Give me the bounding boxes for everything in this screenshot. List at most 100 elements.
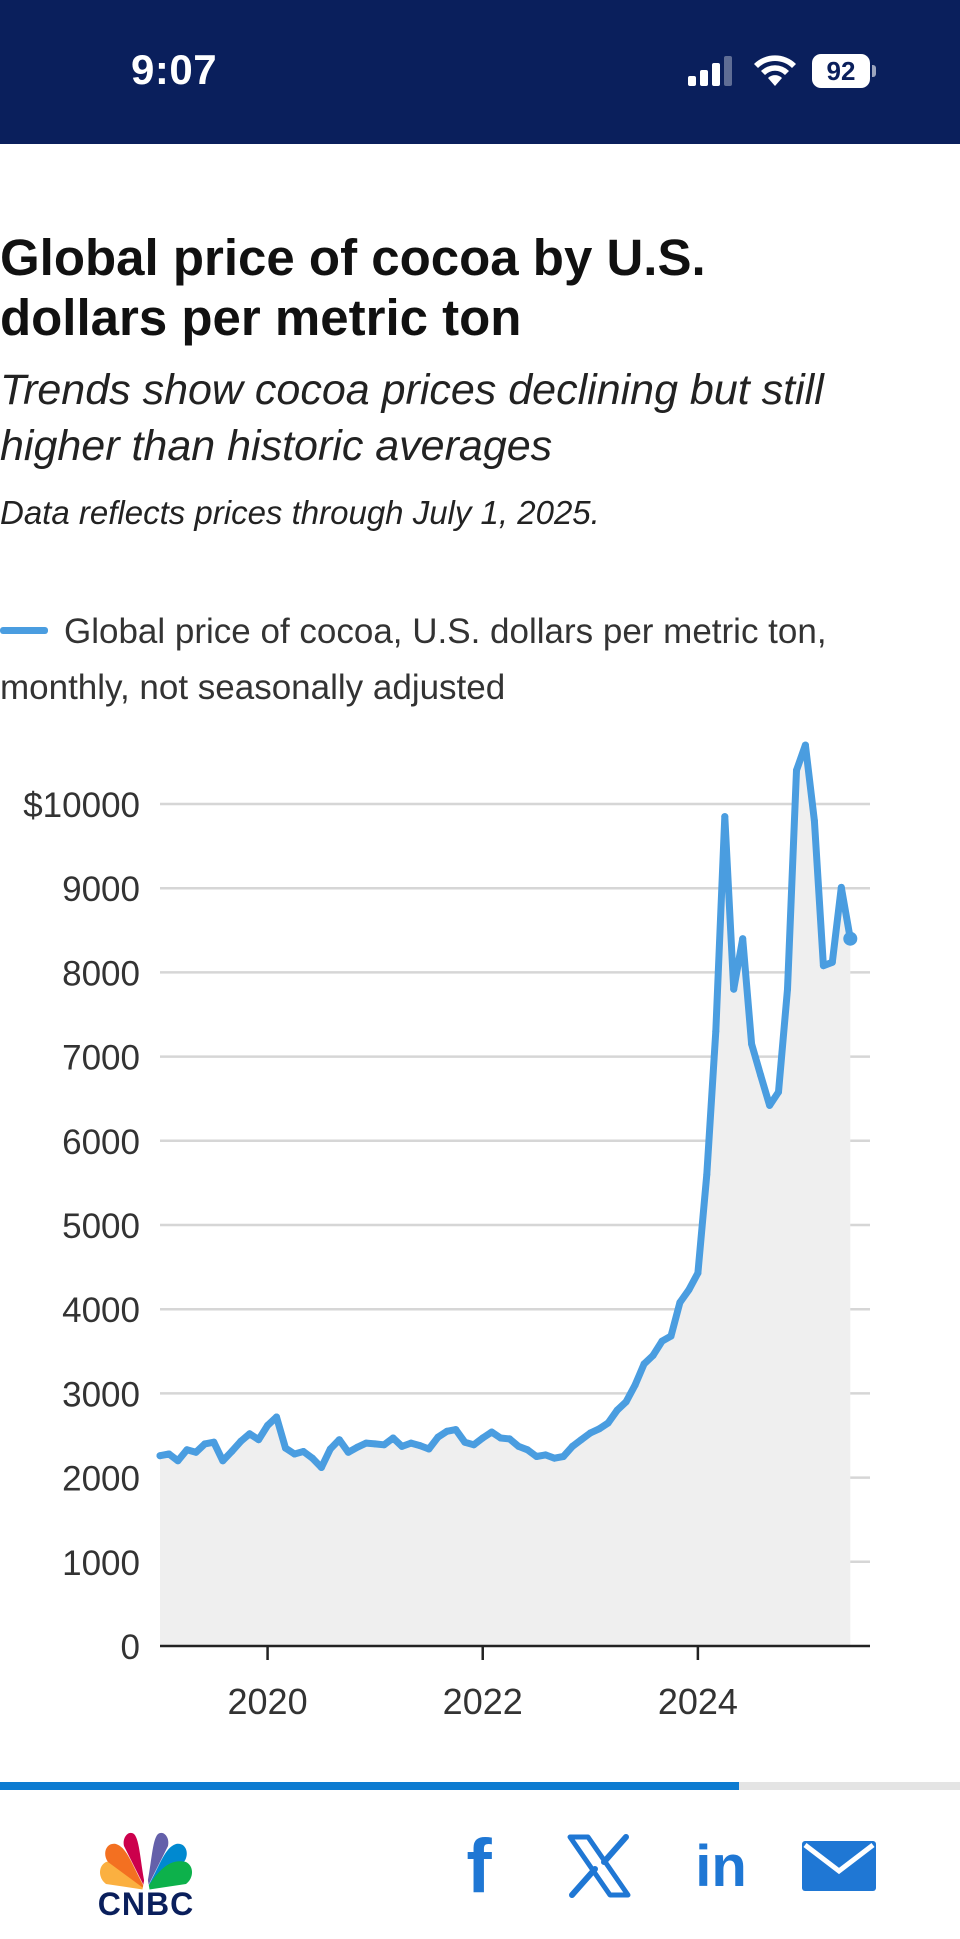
data-point [308,1454,316,1462]
data-point [210,1438,218,1446]
status-time: 9:07 [131,46,218,93]
cnbc-peacock-logo[interactable] [84,1816,208,1914]
area-fill [160,745,851,1646]
legend-label: Global price of cocoa, U.S. dollars per … [0,612,827,707]
y-tick-label: 4000 [62,1291,140,1330]
data-point [488,1428,496,1436]
data-point [479,1434,487,1442]
data-point [515,1442,523,1450]
data-point [506,1435,514,1443]
y-tick-label: 8000 [62,954,140,993]
data-point [255,1436,263,1444]
x-tick-label: 2020 [228,1681,308,1720]
y-tick-label: 1000 [62,1544,140,1583]
data-point [398,1442,406,1450]
data-point [317,1464,325,1471]
chart-title: Global price of cocoa by U.S. dollars pe… [0,229,706,346]
data-point [775,1088,782,1096]
y-tick-label: 7000 [62,1039,140,1078]
legend-swatch [0,627,48,635]
data-point [640,1360,648,1368]
data-point [344,1448,352,1456]
data-point [613,1406,621,1414]
scroll-progress-fill [0,1782,740,1790]
data-point [326,1445,334,1453]
data-point [542,1451,549,1459]
price-chart: 0 1000 2000 3000 4000 5000 6000 7000 8000 9000 $10… [23,741,870,1720]
data-point [246,1430,254,1438]
data-point [568,1442,576,1450]
data-point [577,1436,585,1444]
mail-icon[interactable] [802,1830,876,1902]
y-tick-label: 3000 [62,1375,140,1414]
data-point [604,1419,612,1427]
data-point [389,1434,397,1442]
data-point [443,1427,451,1435]
data-point [183,1446,191,1454]
data-point [452,1426,460,1434]
data-point [533,1453,540,1460]
facebook-icon[interactable]: f [466,1823,492,1909]
data-point [622,1398,630,1406]
data-point [282,1444,289,1452]
data-point [694,1269,702,1277]
data-point [819,962,827,970]
data-point [201,1440,209,1448]
data-point [219,1457,227,1465]
data-point [730,985,738,993]
data-point [299,1448,307,1455]
chart-subtitle: Trends show cocoa prices declining but s… [0,366,824,470]
status-bar: 9:07 92 [0,0,960,144]
data-point [425,1445,433,1453]
data-point [586,1429,594,1437]
data-point [739,935,747,943]
data-point [156,1452,164,1460]
data-point [264,1421,272,1429]
data-point [685,1286,693,1294]
data-point [470,1441,478,1449]
data-point [380,1441,388,1449]
data-point [801,741,809,749]
data-point [810,817,818,825]
data-point [721,813,729,821]
data-point [461,1438,469,1446]
data-point [228,1448,236,1455]
data-point [766,1101,774,1109]
data-point [524,1446,531,1454]
data-point [837,883,845,891]
y-tick-label: 2000 [62,1460,140,1499]
data-point [174,1457,182,1465]
data-point [703,1171,711,1178]
data-point [165,1450,173,1458]
data-point [550,1454,558,1462]
y-tick-label: 9000 [62,870,140,909]
data-point [237,1437,245,1445]
end-point-marker [843,931,858,946]
y-tick-label: 6000 [62,1123,140,1162]
data-point [434,1433,442,1441]
x-tick-label: 2024 [658,1681,738,1720]
battery-level: 92 [826,56,856,86]
scroll-progress [0,1782,960,1790]
data-point [712,1027,720,1035]
data-point [416,1442,424,1450]
y-tick-label: 0 [121,1628,140,1667]
data-point [407,1439,415,1447]
y-tick-label: 5000 [62,1207,140,1246]
data-point [362,1439,370,1447]
data-point [291,1450,298,1458]
data-point [748,1040,756,1048]
data-point [192,1448,200,1456]
data-point [757,1071,765,1079]
data-point [371,1440,379,1448]
x-icon[interactable] [566,1830,632,1902]
linkedin-icon[interactable]: in [695,1833,747,1899]
data-point [793,766,800,774]
battery-icon: 92 [812,54,876,88]
data-point [667,1332,675,1340]
data-point [273,1413,280,1421]
cnbc-wordmark: CNBC [97,1886,195,1922]
data-note: Data reflects prices through July 1, 202… [0,494,600,531]
x-tick-label: 2022 [443,1681,523,1720]
legend: Global price of cocoa, U.S. dollars per … [0,604,860,716]
